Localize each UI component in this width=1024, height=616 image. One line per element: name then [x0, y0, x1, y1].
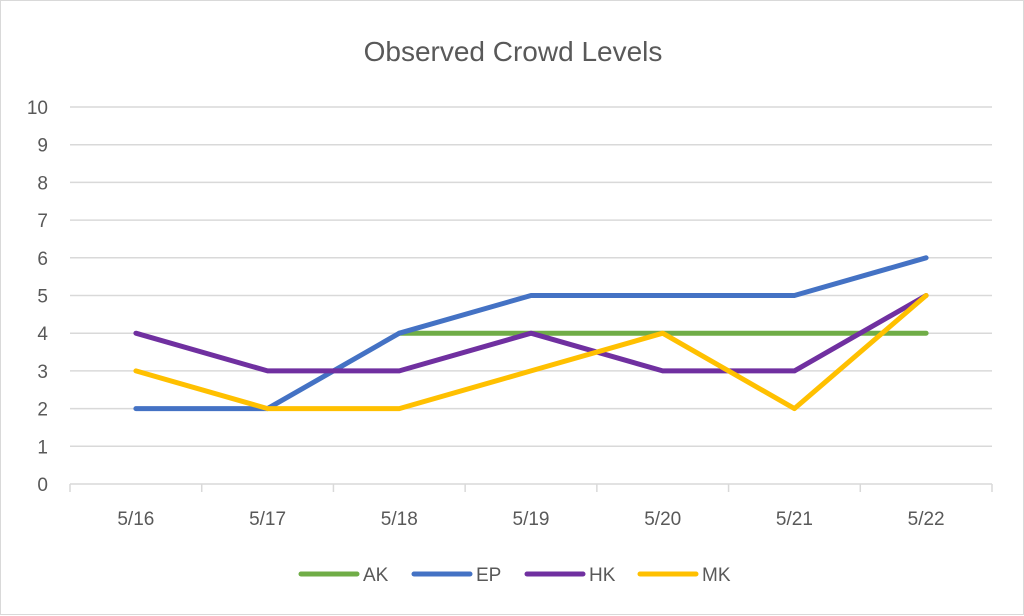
y-tick-label: 0 [37, 475, 48, 496]
y-tick-label: 2 [37, 400, 48, 421]
y-tick-label: 8 [37, 173, 48, 194]
y-tick-label: 1 [37, 437, 48, 458]
x-axis-ticks: 5/16 5/17 5/18 5/19 5/20 5/21 5/22 [117, 509, 944, 530]
x-tick-label: 5/19 [513, 509, 550, 530]
y-tick-label: 3 [37, 362, 48, 383]
series-line-hk [133, 293, 929, 374]
x-tick-label: 5/16 [117, 509, 154, 530]
legend-label-ak: AK [363, 565, 389, 586]
legend-label-hk: HK [589, 565, 616, 586]
x-tick-label: 5/18 [381, 509, 418, 530]
x-tick-label: 5/17 [249, 509, 286, 530]
x-axis [69, 483, 993, 492]
chart-title: Observed Crowd Levels [364, 36, 663, 67]
series-line-mk [133, 293, 929, 412]
legend: AK EP HK MK [298, 565, 731, 586]
y-axis-ticks: 0 1 2 3 4 5 6 7 8 9 10 [27, 98, 49, 496]
y-tick-label: 4 [37, 324, 48, 345]
y-tick-label: 7 [37, 211, 48, 232]
y-tick-label: 5 [37, 287, 48, 308]
y-tick-label: 10 [27, 98, 48, 119]
legend-label-mk: MK [702, 565, 731, 586]
x-tick-label: 5/21 [776, 509, 813, 530]
x-tick-label: 5/22 [908, 509, 945, 530]
y-tick-label: 9 [37, 136, 48, 157]
x-tick-label: 5/20 [644, 509, 681, 530]
legend-label-ep: EP [476, 565, 501, 586]
y-tick-label: 6 [37, 249, 48, 270]
series-lines [133, 255, 929, 412]
